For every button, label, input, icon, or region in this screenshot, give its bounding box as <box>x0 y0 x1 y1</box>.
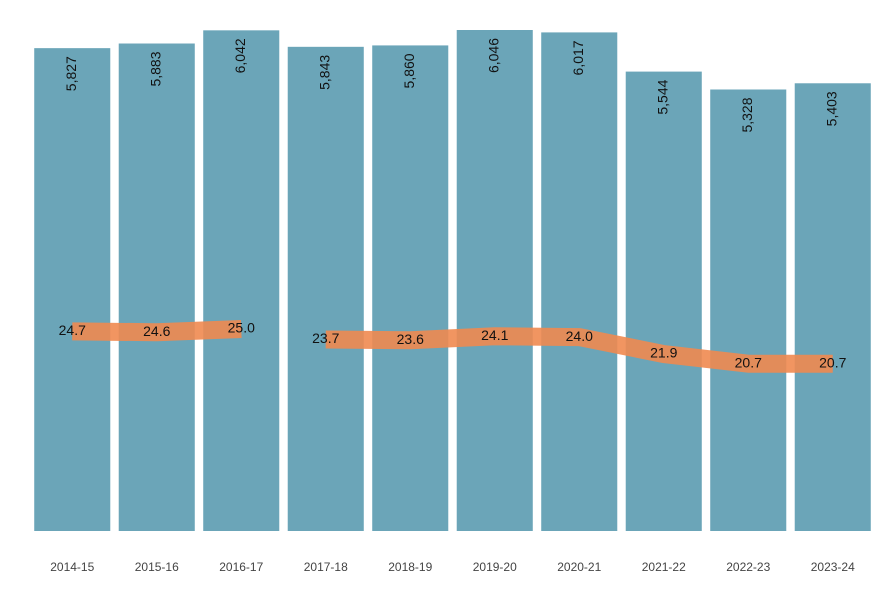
bar <box>34 48 111 531</box>
line-value-label: 20.7 <box>735 354 762 370</box>
bar <box>372 45 449 531</box>
bar-value-label: 5,883 <box>147 51 163 86</box>
bar-value-label: 5,827 <box>63 56 79 91</box>
line-value-label: 23.7 <box>312 330 339 346</box>
bar-value-label: 6,046 <box>485 38 501 73</box>
bar-value-label: 6,017 <box>570 40 586 75</box>
bar <box>287 46 364 531</box>
x-tick-label: 2014-15 <box>50 560 94 574</box>
bar <box>541 32 618 531</box>
line-value-label: 24.0 <box>566 328 593 344</box>
bar <box>625 71 702 531</box>
bar-value-label: 5,843 <box>316 55 332 90</box>
line-value-label: 21.9 <box>650 345 677 361</box>
bar <box>710 89 787 531</box>
line-value-label: 24.6 <box>143 323 170 339</box>
line-value-label: 25.0 <box>228 320 255 336</box>
x-tick-label: 2020-21 <box>557 560 601 574</box>
x-tick-label: 2023-24 <box>811 560 855 574</box>
bar-value-label: 5,403 <box>823 91 839 126</box>
x-tick-label: 2018-19 <box>388 560 432 574</box>
bar <box>118 43 195 531</box>
x-tick-label: 2017-18 <box>304 560 348 574</box>
bar-value-label: 5,544 <box>654 79 670 114</box>
bar <box>456 30 533 531</box>
line-value-label: 23.6 <box>397 331 424 347</box>
bar-value-label: 5,328 <box>739 97 755 132</box>
x-tick-label: 2015-16 <box>135 560 179 574</box>
line <box>72 319 242 342</box>
x-tick-label: 2019-20 <box>473 560 517 574</box>
line-value-label: 24.1 <box>481 327 508 343</box>
line-value-label: 24.7 <box>59 322 86 338</box>
x-tick-label: 2022-23 <box>726 560 770 574</box>
x-tick-label: 2016-17 <box>219 560 263 574</box>
bar <box>203 30 280 532</box>
bar <box>794 83 871 531</box>
line <box>325 327 833 373</box>
x-tick-label: 2021-22 <box>642 560 686 574</box>
bar-value-label: 6,042 <box>232 38 248 73</box>
bar-value-label: 5,860 <box>401 53 417 88</box>
line-value-label: 20.7 <box>819 354 846 370</box>
